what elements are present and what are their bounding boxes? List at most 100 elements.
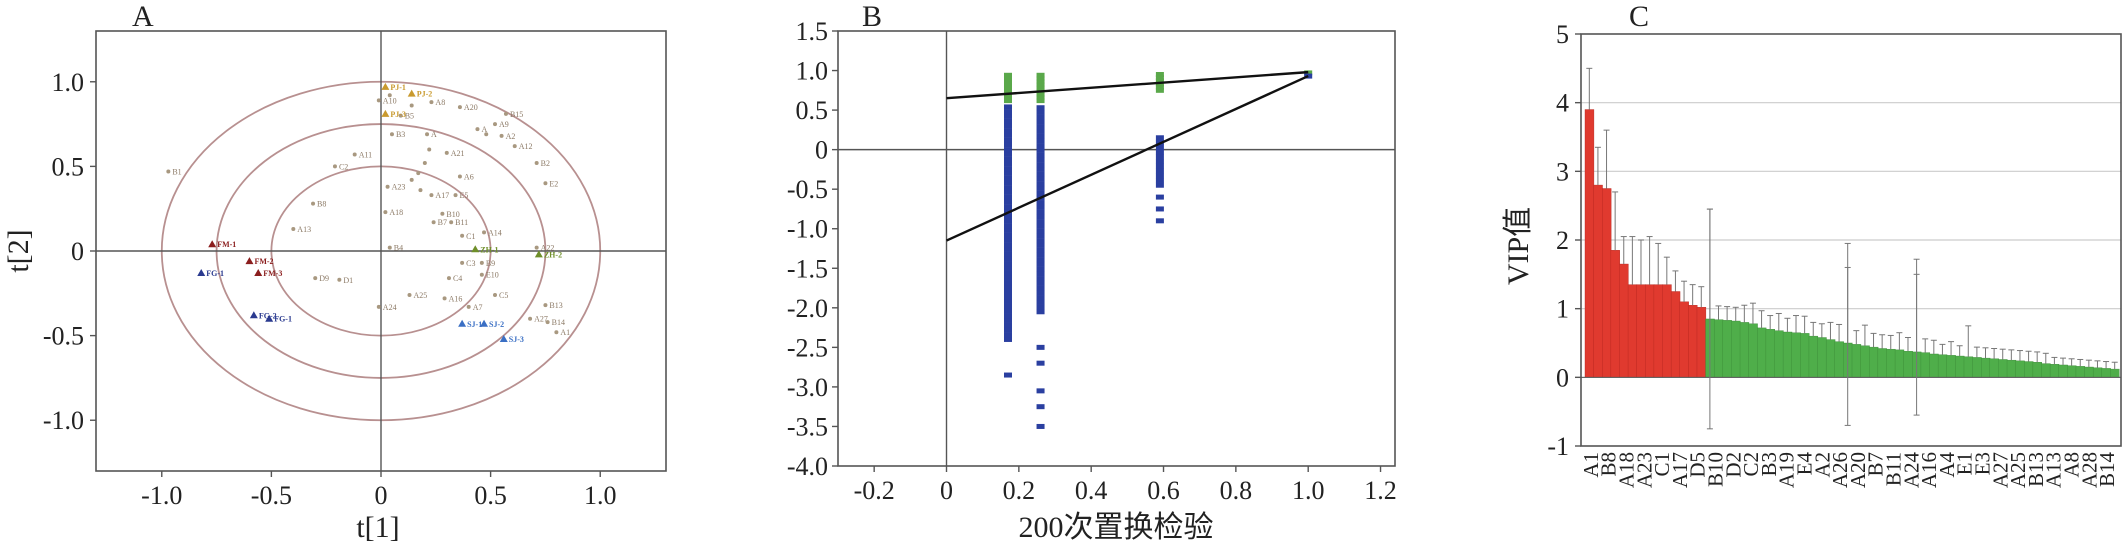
panel-a-variable-label: B3 bbox=[396, 130, 405, 139]
panel-b-q2-point bbox=[1155, 154, 1164, 160]
panel-a-variable-point bbox=[431, 220, 436, 225]
panel-c-vip-bar bbox=[1696, 307, 1707, 378]
panel-c-vip-bar bbox=[1963, 356, 1974, 378]
panel-b-r2-point bbox=[1036, 94, 1045, 100]
panel-c-vip-bar bbox=[1989, 358, 1999, 378]
panel-b-q2-point bbox=[1036, 181, 1045, 187]
panel-a-variable-label: B14 bbox=[552, 318, 565, 327]
panel-b-q2-point bbox=[1036, 157, 1045, 163]
panel-a-variable-point bbox=[534, 161, 539, 165]
panel-c-vip-bar bbox=[1584, 109, 1595, 378]
panel-b-q2-point bbox=[1155, 144, 1164, 150]
panel-b-y-tick-label: -3.0 bbox=[787, 373, 828, 402]
panel-c-vip-bar bbox=[1817, 337, 1827, 378]
panel-a-variable-point bbox=[440, 211, 445, 216]
panel-c: C 5 4 3 2 1 0 -1 A1B8A18A23C1A17D5B10D2C2B3A19… bbox=[1502, 0, 2122, 488]
panel-a-sample-label: PJ-2 bbox=[417, 90, 433, 99]
panel-c-category-label: A4 bbox=[1935, 452, 1959, 478]
panel-c-vip-bar bbox=[1713, 319, 1724, 378]
panel-c-category-label: A20 bbox=[1846, 452, 1870, 488]
panel-b-q2-point bbox=[1155, 177, 1164, 183]
panel-c-vip-bar bbox=[1851, 344, 1862, 378]
panel-a-sample-label: PJ-1 bbox=[390, 83, 406, 92]
panel-c-vip-bar bbox=[1791, 332, 1801, 378]
panel-b-q2-point bbox=[1036, 162, 1045, 168]
panel-b-q2-point bbox=[1003, 322, 1012, 328]
panel-b-q2-point bbox=[1003, 189, 1012, 195]
panel-c-vip-bar bbox=[1877, 348, 1887, 378]
panel-a-y-tick-label: 0.5 bbox=[52, 152, 85, 181]
panel-a-variable-label: A10 bbox=[383, 96, 397, 105]
panel-b-q2-point bbox=[1036, 423, 1045, 429]
panel-b-q2-point bbox=[1036, 242, 1045, 248]
panel-b-q2-point bbox=[1036, 261, 1045, 267]
panel-a-variable-point bbox=[383, 210, 388, 215]
panel-c-vip-bar bbox=[1800, 333, 1810, 378]
panel-c-vip-bar bbox=[1739, 322, 1750, 378]
panel-a-variable-label: A24 bbox=[383, 303, 397, 312]
panel-a-x-tick-label: 1.0 bbox=[584, 481, 617, 510]
panel-a-variable-label: C5 bbox=[499, 291, 508, 300]
panel-b-r2-point bbox=[1036, 75, 1045, 81]
panel-b-q2-point bbox=[1003, 317, 1012, 323]
panel-b-q2-point bbox=[1003, 147, 1012, 153]
panel-b-regression-lines bbox=[946, 70, 1309, 242]
panel-a-sample-label: ZH-2 bbox=[544, 250, 562, 259]
panel-b-r2-point bbox=[1003, 72, 1012, 78]
panel-a-variable-point bbox=[446, 276, 451, 281]
panel-a-variable-label: A13 bbox=[297, 225, 311, 234]
panel-c-vip-bar bbox=[1765, 329, 1775, 378]
panel-c-error-bars bbox=[1586, 67, 2118, 430]
panel-a-variable-point bbox=[453, 193, 458, 198]
panel-c-vip-bar bbox=[2006, 359, 2017, 378]
panel-b-q2-point bbox=[1003, 156, 1012, 162]
panel-c-vip-bar bbox=[1593, 184, 1603, 378]
panel-a-variable-label: B1 bbox=[172, 167, 181, 176]
panel-c-vip-bar bbox=[1748, 323, 1758, 378]
panel-b-q2-point bbox=[1003, 313, 1012, 319]
panel-b-q2-point bbox=[1036, 360, 1045, 366]
panel-b-q2-point bbox=[1003, 336, 1012, 342]
panel-b-zero-axes bbox=[838, 31, 1395, 466]
panel-a-variable-point bbox=[416, 171, 421, 176]
panel-c-vip-bar bbox=[1645, 284, 1655, 378]
panel-c-vip-bar bbox=[2084, 366, 2094, 378]
panel-a-variable-label: A bbox=[481, 125, 487, 134]
panel-b-r2-point bbox=[1036, 79, 1045, 85]
panel-a-variable-label: A17 bbox=[435, 191, 449, 200]
panel-a-sample-label: SJ-2 bbox=[489, 320, 504, 329]
panel-a-variable-label: A22 bbox=[541, 244, 555, 253]
panel-b-q2-point bbox=[1155, 168, 1164, 174]
panel-a-sample-point-fg-1 bbox=[265, 314, 274, 322]
panel-a-sample-point-fm-1 bbox=[208, 240, 217, 248]
panel-c-vip-bar bbox=[2041, 363, 2051, 378]
panel-a-y-tick-label: -1.0 bbox=[43, 406, 84, 435]
panel-b-q2-point bbox=[1036, 114, 1045, 120]
panel-c-category-label: C2 bbox=[1739, 452, 1763, 477]
panel-a-variable-label: C2 bbox=[339, 162, 348, 171]
panel-a-variable-label: E5 bbox=[460, 191, 469, 200]
panel-b-y-tick-label: 0 bbox=[815, 136, 828, 165]
panel-c-vip-bar bbox=[1627, 284, 1638, 378]
panel-a-variable-point bbox=[534, 245, 539, 250]
panel-c-category-label: A8 bbox=[2060, 452, 2084, 478]
panel-b-r2-point bbox=[1155, 78, 1164, 84]
panel-c-category-label: A2 bbox=[1810, 452, 1834, 478]
panel-b-q2-point bbox=[1036, 304, 1045, 310]
panel-a-variable-label: A25 bbox=[414, 291, 428, 300]
panel-a-variable-point bbox=[493, 293, 497, 297]
panel-b-q2-point bbox=[1155, 135, 1164, 141]
panel-c-vip-bar bbox=[1998, 359, 2008, 378]
panel-a-sample-point-fg-2 bbox=[249, 311, 258, 319]
panel-a-x-tick-label: 0.5 bbox=[474, 481, 507, 510]
panel-a-sample-point-pj-2 bbox=[407, 89, 416, 97]
panel-a-variable-point bbox=[442, 296, 447, 301]
panel-c-vip-bar bbox=[2110, 368, 2120, 378]
panel-b-q2-point bbox=[1003, 161, 1012, 167]
panel-b-r2-point bbox=[1003, 82, 1012, 88]
panel-b-q2-point bbox=[1036, 252, 1045, 258]
panel-b-q2-point bbox=[1003, 246, 1012, 252]
panel-a-variable-label: E10 bbox=[486, 271, 499, 280]
panel-c-category-label: C1 bbox=[1650, 452, 1674, 477]
